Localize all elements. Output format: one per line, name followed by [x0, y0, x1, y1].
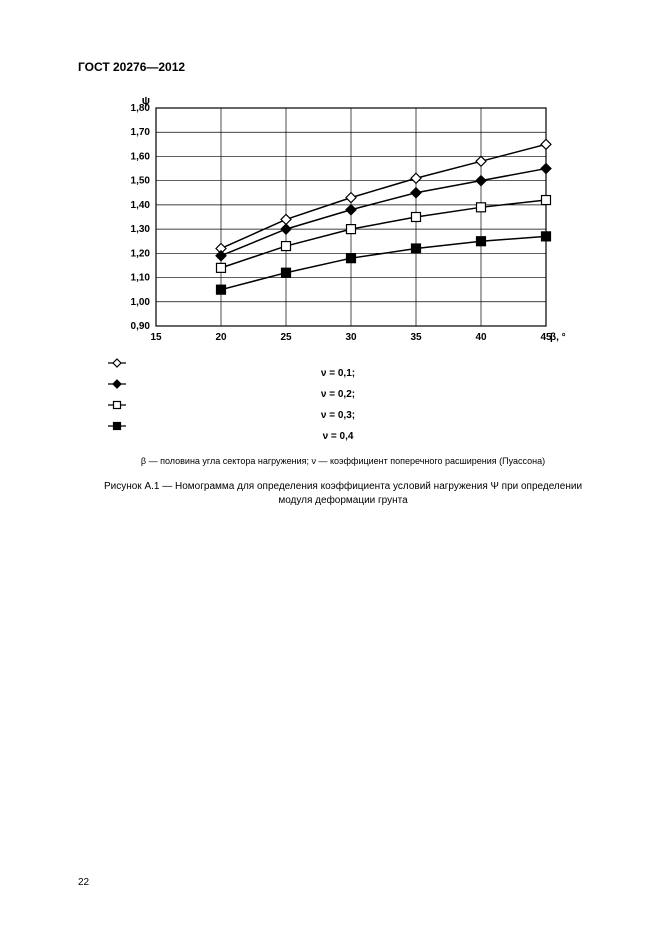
svg-text:25: 25	[280, 332, 292, 343]
caption-line-1: Рисунок А.1 — Номограмма для определения…	[104, 481, 582, 492]
svg-text:40: 40	[475, 332, 487, 343]
chart-legend: ν = 0,1; ν = 0,2; ν = 0,3; ν = 0,4	[108, 358, 568, 442]
svg-text:1,00: 1,00	[131, 297, 151, 308]
page-number: 22	[78, 877, 89, 888]
chart-note: β — половина угла сектора нагружения; ν …	[78, 456, 608, 466]
svg-text:0,90: 0,90	[131, 321, 151, 332]
figure-caption: Рисунок А.1 — Номограмма для определения…	[78, 480, 608, 507]
svg-text:1,40: 1,40	[131, 200, 151, 211]
caption-line-2: модуля деформации грунта	[278, 495, 407, 506]
svg-text:15: 15	[150, 332, 162, 343]
svg-text:1,70: 1,70	[131, 127, 151, 138]
svg-text:ψ: ψ	[142, 95, 150, 107]
svg-text:1,10: 1,10	[131, 273, 151, 284]
svg-text:1,20: 1,20	[131, 248, 151, 259]
svg-text:1,50: 1,50	[131, 176, 151, 187]
svg-text:30: 30	[345, 332, 357, 343]
nomogram-chart: 0,901,001,101,201,301,401,501,601,701,80…	[108, 92, 568, 352]
svg-text:1,30: 1,30	[131, 224, 151, 235]
page: ГОСТ 20276—2012 0,90 1,00 1,10 1,20 1,30 1,40…	[0, 0, 661, 936]
svg-text:35: 35	[410, 332, 422, 343]
svg-text:β, °: β, °	[550, 332, 566, 343]
svg-text:1,60: 1,60	[131, 151, 151, 162]
doc-header: ГОСТ 20276—2012	[78, 60, 608, 74]
chart-container: 0,901,001,101,201,301,401,501,601,701,80…	[108, 92, 568, 442]
svg-text:20: 20	[215, 332, 227, 343]
